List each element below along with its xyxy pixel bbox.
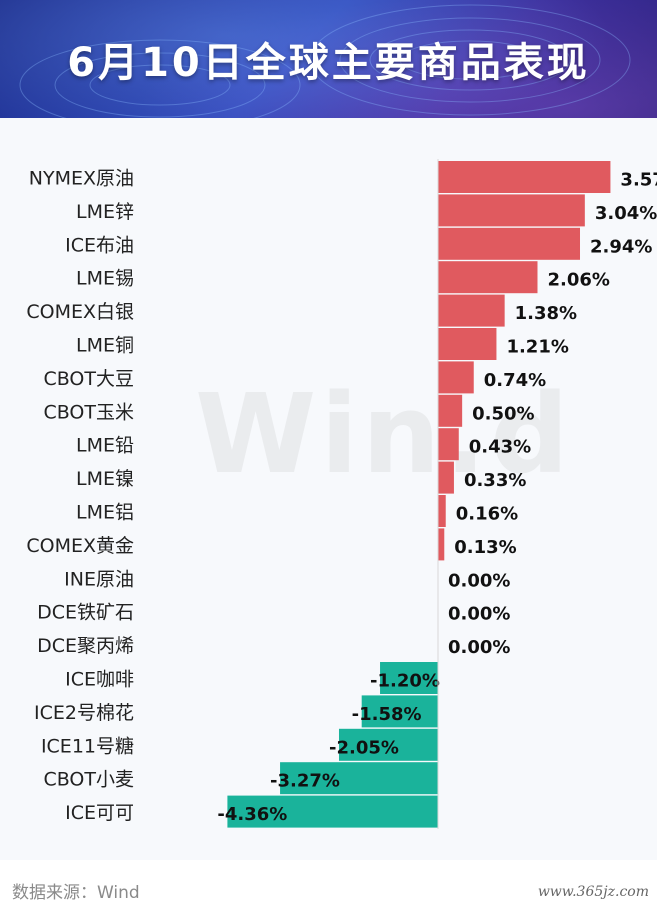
- value-label: 0.43%: [469, 437, 531, 458]
- bar-positive: [438, 227, 581, 260]
- category-label: DCE聚丙烯: [37, 635, 134, 657]
- banner-decoration: [19, 4, 631, 118]
- value-label: 0.74%: [484, 370, 546, 391]
- category-label: ICE布油: [65, 234, 134, 256]
- wind-watermark: Win.d: [195, 370, 573, 498]
- value-label: -1.58%: [352, 704, 422, 725]
- category-label: LME锌: [76, 201, 134, 223]
- category-label: ICE2号棉花: [34, 702, 134, 724]
- bar-positive: [438, 294, 505, 327]
- category-label: LME铝: [76, 502, 134, 524]
- header-banner: 6月10日全球主要商品表现: [0, 0, 657, 118]
- category-label: ICE可可: [65, 802, 134, 824]
- bar-negative: [280, 762, 438, 795]
- bar-positive: [438, 194, 585, 227]
- value-label: 0.33%: [464, 470, 526, 491]
- category-label: CBOT大豆: [43, 368, 134, 390]
- page-title: 6月10日全球主要商品表现: [67, 40, 590, 86]
- category-label: LME铜: [76, 335, 134, 357]
- value-label: -3.27%: [270, 771, 340, 792]
- bar-positive: [438, 328, 497, 360]
- bar-positive: [438, 528, 445, 561]
- category-label: LME镍: [76, 468, 134, 490]
- category-label: CBOT小麦: [43, 769, 134, 791]
- bar-negative: [380, 662, 438, 694]
- value-label: -4.36%: [217, 804, 287, 825]
- bar-negative: [227, 795, 438, 828]
- category-label: LME铅: [76, 435, 134, 457]
- bar-positive: [438, 394, 463, 427]
- value-label: 1.38%: [515, 303, 577, 324]
- category-label: DCE铁矿石: [37, 602, 134, 624]
- value-label: 3.04%: [595, 203, 657, 224]
- bar-positive: [438, 261, 538, 294]
- category-label: NYMEX原油: [29, 168, 134, 190]
- category-label: LME锡: [76, 268, 134, 290]
- value-label: 1.21%: [506, 337, 568, 358]
- value-label: 2.94%: [590, 236, 652, 257]
- category-label: ICE咖啡: [65, 669, 134, 691]
- value-label: 0.13%: [454, 537, 516, 558]
- category-label: INE原油: [64, 568, 134, 590]
- value-label: -2.05%: [329, 737, 399, 758]
- bar-positive: [438, 161, 611, 193]
- value-label: 3.57%: [620, 170, 657, 191]
- value-label: 0.00%: [448, 570, 510, 591]
- bar-positive: [438, 495, 446, 527]
- website-watermark: www.365jz.com: [537, 884, 649, 900]
- value-label: 2.06%: [547, 270, 609, 291]
- bar-positive: [438, 361, 474, 394]
- value-label: -1.20%: [370, 671, 440, 692]
- bar-negative: [361, 695, 438, 728]
- value-label: 0.00%: [448, 604, 510, 625]
- category-label: CBOT玉米: [43, 401, 134, 423]
- value-label: 0.50%: [472, 403, 534, 424]
- category-label: ICE11号糖: [41, 735, 134, 757]
- category-label: COMEX黄金: [26, 535, 134, 557]
- bar-negative: [338, 728, 438, 761]
- data-source: 数据来源：Wind: [12, 883, 140, 903]
- value-label: 0.00%: [448, 637, 510, 658]
- bar-positive: [438, 428, 459, 461]
- value-label: 0.16%: [456, 504, 518, 525]
- bar-positive: [438, 461, 454, 494]
- category-label: COMEX白银: [26, 301, 134, 323]
